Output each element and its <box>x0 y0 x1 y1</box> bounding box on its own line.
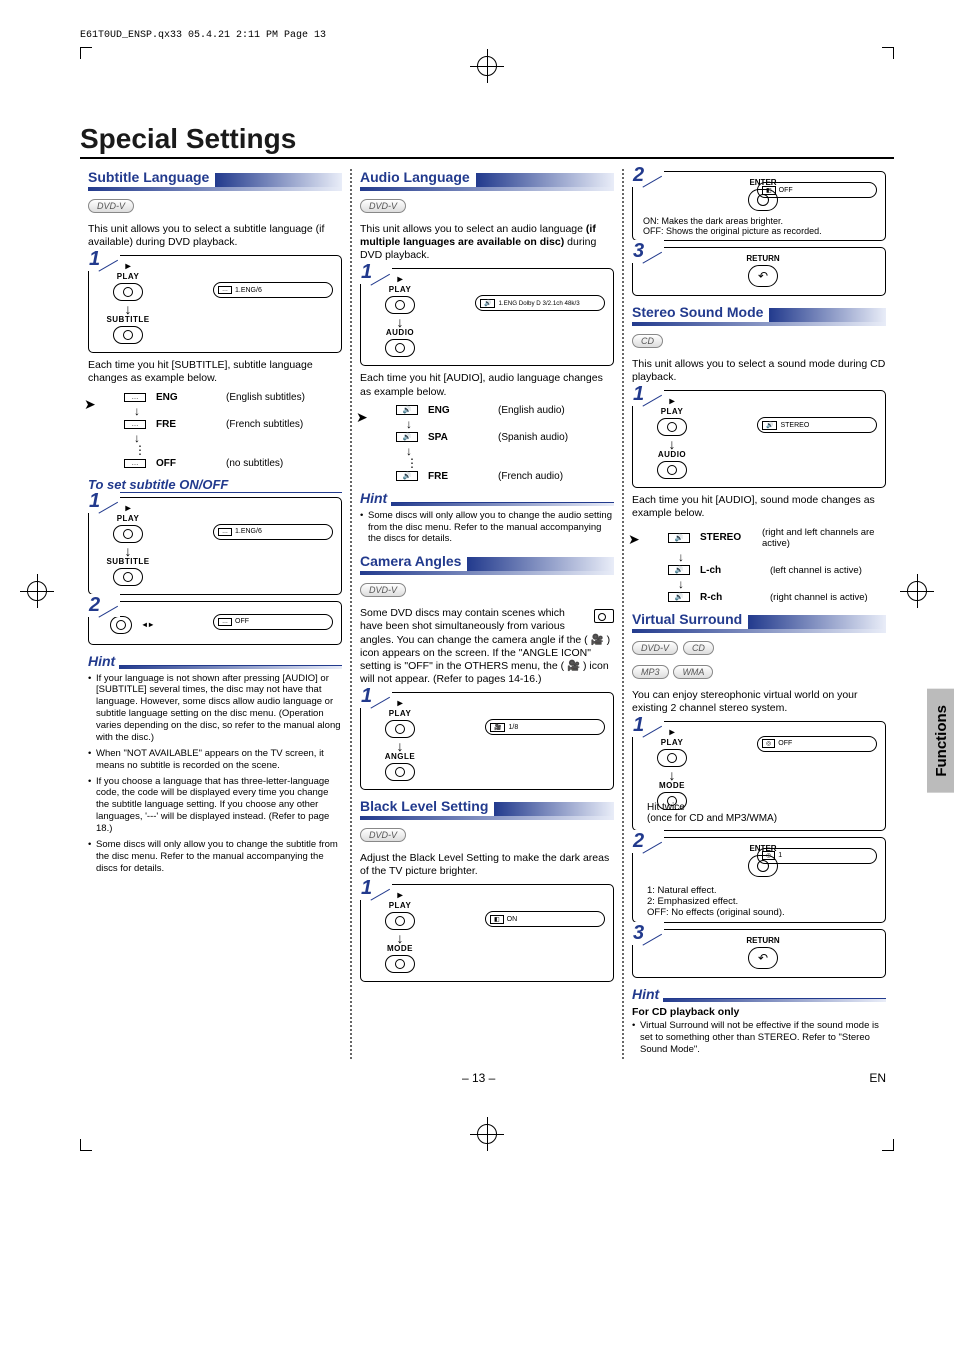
step-diagram: 1 ▸PLAY ↓ ANGLE 🎥1/8 <box>360 692 614 790</box>
return-button-icon: ↶ <box>748 265 778 287</box>
step-number: 1 <box>87 248 120 271</box>
column-3: Functions 2 ENTER ◧OFF ON: Makes the dar… <box>622 169 894 1059</box>
section-title: Subtitle Language <box>88 169 209 187</box>
hint-list: If your language is not shown after pres… <box>88 673 342 875</box>
step-diagram: 1 ▸PLAY ↓ AUDIO 🔊1.ENG Dolby D 3/2.1ch 4… <box>360 268 614 366</box>
column-1: Subtitle Language DVD-V This unit allows… <box>80 169 350 1059</box>
print-header: E61T0UD_ENSP.qx33 05.4.21 2:11 PM Page 1… <box>80 30 894 41</box>
camera-icon <box>594 609 614 623</box>
intro-text: This unit allows you to select a subtitl… <box>88 223 342 249</box>
badge-dvd: DVD-V <box>88 199 134 213</box>
cycle-start-arrow: ➤ <box>84 396 96 413</box>
reg-mark-left <box>20 574 54 608</box>
reg-mark-right <box>900 574 934 608</box>
badge-dvd: DVD-V <box>360 199 406 213</box>
subtitle-button-icon <box>113 326 143 344</box>
hint-title: Hint <box>88 653 119 669</box>
step-diagram-3: 3 RETURN ↶ <box>632 247 886 296</box>
column-2: Audio Language DVD-V This unit allows yo… <box>350 169 622 1059</box>
page-title: Special Settings <box>80 123 894 159</box>
step-diagram-1b: 1 ▸ PLAY ↓ SUBTITLE …1.ENG/6 <box>88 497 342 595</box>
hint-subhead: For CD playback only <box>632 1006 886 1018</box>
step-diagram: 1 ▸PLAY ↓ MODE ◧ON <box>360 884 614 982</box>
side-tab-functions: Functions <box>927 689 954 793</box>
crop-marks-bottom <box>80 1115 894 1151</box>
subhead-set-subtitle: To set subtitle ON/OFF <box>88 477 342 493</box>
section-subtitle-language: Subtitle Language <box>88 169 342 191</box>
section-title: Audio Language <box>360 169 470 187</box>
osd-readout: …1.ENG/6 <box>213 282 333 298</box>
intro-text: This unit allows you to select an audio … <box>360 223 614 262</box>
step-diagram-2: 2 ◂ ▸ …OFF <box>88 601 342 645</box>
play-button-icon <box>113 283 143 301</box>
page-number: – 13 – <box>462 1071 495 1085</box>
step-diagram-2: 2 ENTER ◧OFF ON: Makes the dark areas br… <box>632 171 886 241</box>
step-diagram-1: 1 ▸ PLAY ↓ SUBTITLE …1.ENG/6 <box>88 255 342 353</box>
page-lang: EN <box>869 1071 886 1085</box>
page-footer: – 13 – EN <box>80 1071 894 1085</box>
crop-marks-top <box>80 47 894 83</box>
cycle-intro: Each time you hit [SUBTITLE], subtitle l… <box>88 359 342 385</box>
